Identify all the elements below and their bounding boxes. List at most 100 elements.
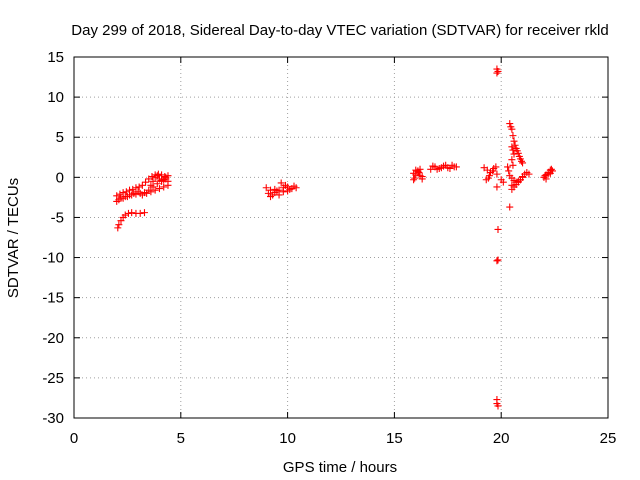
data-point [117,194,125,202]
data-point [429,162,437,170]
data-point [492,163,500,171]
data-point [138,181,146,189]
data-point [290,182,298,190]
data-point [114,224,122,232]
x-tick-label: 15 [386,430,403,447]
data-point [153,180,161,188]
data-point [155,185,163,193]
data-point [446,165,454,173]
data-point [164,181,172,189]
data-point [142,178,150,186]
y-tick-label: -30 [42,410,64,427]
data-point [493,170,501,178]
y-tick-label: 5 [56,129,64,146]
data-point [493,69,501,77]
data-points [113,65,556,410]
data-point [128,209,136,217]
data-point [275,191,283,199]
data-point [525,170,533,178]
data-point [138,191,146,199]
data-point [132,184,140,192]
data-point [484,174,492,182]
data-point [547,165,555,173]
y-tick-label: -25 [42,370,64,387]
data-point [489,167,497,175]
data-point [509,132,517,140]
data-point [508,156,516,164]
y-axis-label: SDTVAR / TECUs [5,178,22,298]
chart-title: Day 299 of 2018, Sidereal Day-to-day VTE… [71,22,608,39]
data-point [508,125,516,133]
data-point [511,141,519,149]
data-point [546,169,554,177]
data-point [279,188,287,196]
data-point [450,163,458,171]
data-point [149,177,157,185]
data-point [262,184,270,192]
data-point [116,190,124,198]
y-tick-label: -15 [42,290,64,307]
data-point [136,209,144,217]
y-tick-labels: 15 10 5 0 -5 -10 -15 -20 -25 -30 [42,49,64,427]
data-point [122,188,130,196]
data-point [134,188,142,196]
data-point [130,189,138,197]
data-point [416,165,424,173]
data-point [493,257,501,265]
data-point [143,189,151,197]
data-point [281,181,289,189]
x-tick-label: 10 [279,430,296,447]
data-point [505,167,513,175]
data-point [154,170,162,178]
y-tick-label: 0 [56,169,64,186]
data-point [494,256,502,264]
data-point [494,225,502,233]
grid-lines [74,57,608,418]
data-point [541,172,549,180]
data-point [510,137,518,145]
data-point [277,179,285,187]
data-point [410,176,418,184]
data-point [121,211,129,219]
x-tick-labels: 0 5 10 15 20 25 [70,430,617,447]
data-point [147,181,155,189]
data-point [126,191,134,199]
data-point [519,159,527,167]
y-tick-label: -10 [42,250,64,267]
data-point [148,173,156,181]
data-point [433,165,441,173]
x-tick-label: 0 [70,430,78,447]
data-point [494,402,502,410]
data-point [124,209,132,217]
x-tick-label: 25 [600,430,617,447]
data-point [160,183,168,191]
data-point [508,143,516,151]
y-tick-label: 10 [47,89,64,106]
data-point [506,203,514,211]
data-point [509,161,517,169]
data-point [121,193,129,201]
y-tick-label: 15 [47,49,64,66]
data-point [147,188,155,196]
x-axis-label: GPS time / hours [283,459,397,476]
x-tick-label: 5 [177,430,185,447]
data-point [499,178,507,186]
data-point [411,174,419,182]
data-point [140,209,148,217]
data-point [151,186,159,194]
data-point [129,185,137,193]
data-point [494,67,502,75]
axis-ticks [73,56,609,419]
data-point [437,164,445,172]
plot-frame [73,56,609,419]
data-point [506,120,514,128]
data-point [271,185,279,193]
data-point [542,175,550,183]
data-point [517,157,525,165]
data-point [442,161,450,169]
data-point [267,193,275,201]
data-point [415,169,423,177]
data-point [418,173,426,181]
data-point [135,183,143,191]
